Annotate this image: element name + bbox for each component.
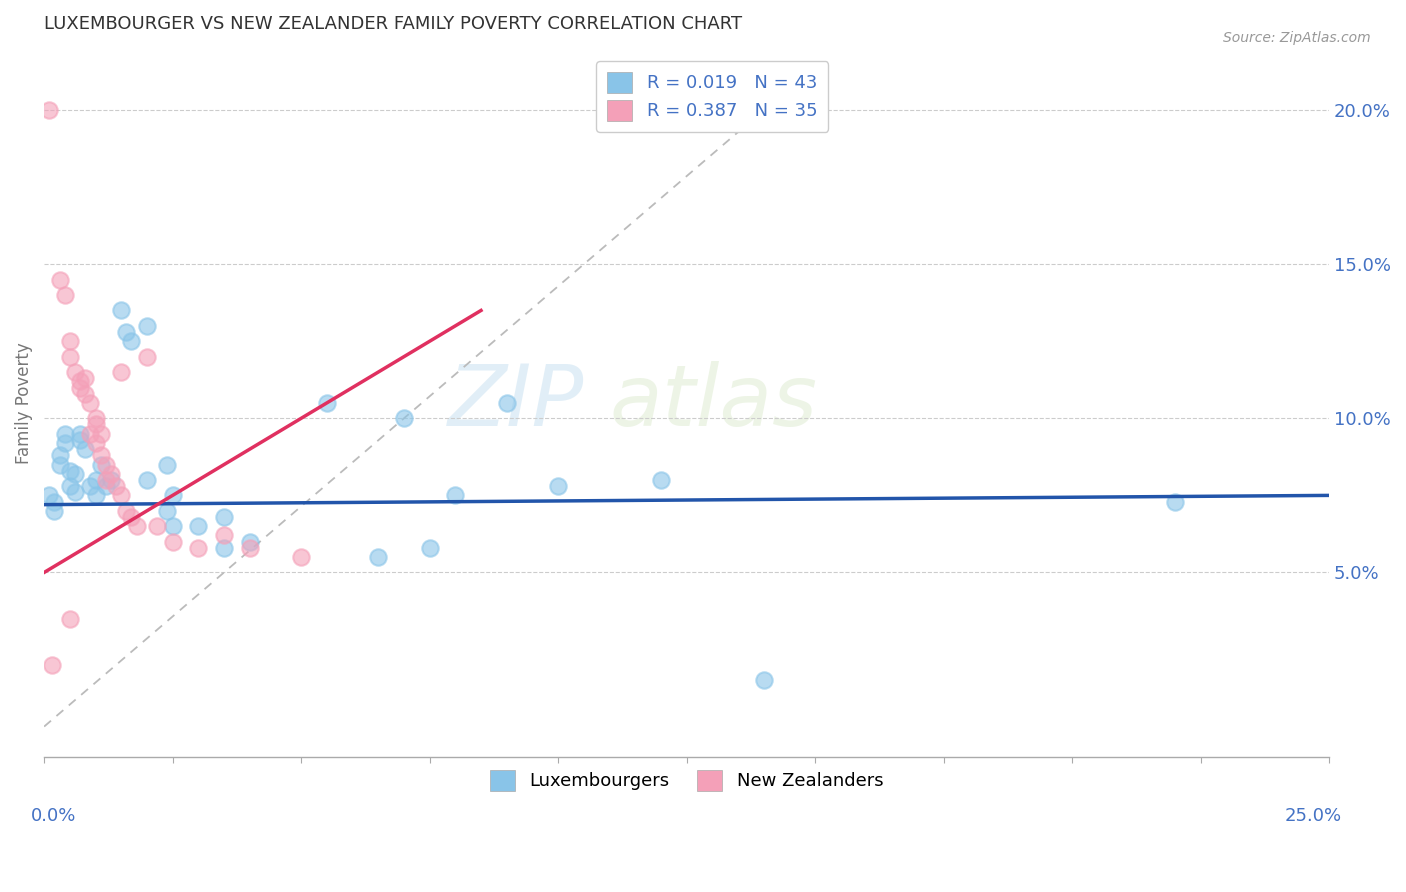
- Point: [135, 473, 157, 487]
- Point: [135, 350, 157, 364]
- Point: [84, 417, 107, 432]
- Point: [187, 541, 209, 555]
- Point: [63, 365, 86, 379]
- Point: [84, 411, 107, 425]
- Point: [63, 485, 86, 500]
- Point: [110, 303, 132, 318]
- Point: [38, 103, 60, 117]
- Point: [69, 433, 91, 447]
- Point: [79, 396, 101, 410]
- Point: [84, 488, 107, 502]
- Point: [444, 488, 467, 502]
- Point: [146, 519, 169, 533]
- Point: [115, 504, 138, 518]
- Point: [315, 396, 337, 410]
- Point: [48, 458, 70, 472]
- Point: [162, 488, 184, 502]
- Point: [752, 673, 775, 688]
- Point: [75, 371, 97, 385]
- Point: [135, 318, 157, 333]
- Point: [69, 380, 91, 394]
- Point: [100, 473, 122, 487]
- Point: [419, 541, 441, 555]
- Point: [239, 534, 262, 549]
- Point: [367, 549, 389, 564]
- Point: [69, 426, 91, 441]
- Text: ZIP: ZIP: [447, 361, 583, 444]
- Point: [121, 510, 143, 524]
- Point: [59, 612, 82, 626]
- Point: [495, 396, 517, 410]
- Point: [79, 479, 101, 493]
- Point: [84, 436, 107, 450]
- Point: [239, 541, 262, 555]
- Point: [121, 334, 143, 349]
- Point: [75, 386, 97, 401]
- Point: [59, 334, 82, 349]
- Point: [48, 272, 70, 286]
- Point: [162, 519, 184, 533]
- Y-axis label: Family Poverty: Family Poverty: [15, 342, 32, 464]
- Point: [48, 448, 70, 462]
- Point: [90, 426, 112, 441]
- Point: [110, 365, 132, 379]
- Point: [38, 488, 60, 502]
- Point: [84, 473, 107, 487]
- Point: [212, 541, 235, 555]
- Text: LUXEMBOURGER VS NEW ZEALANDER FAMILY POVERTY CORRELATION CHART: LUXEMBOURGER VS NEW ZEALANDER FAMILY POV…: [44, 15, 742, 33]
- Point: [100, 467, 122, 481]
- Point: [94, 473, 117, 487]
- Point: [75, 442, 97, 457]
- Point: [156, 458, 179, 472]
- Point: [125, 519, 148, 533]
- Point: [105, 479, 128, 493]
- Point: [547, 479, 569, 493]
- Point: [392, 411, 415, 425]
- Point: [79, 426, 101, 441]
- Point: [53, 436, 76, 450]
- Point: [53, 288, 76, 302]
- Point: [90, 448, 112, 462]
- Point: [650, 473, 672, 487]
- Point: [63, 467, 86, 481]
- Point: [53, 426, 76, 441]
- Point: [59, 350, 82, 364]
- Point: [44, 504, 66, 518]
- Legend: Luxembourgers, New Zealanders: Luxembourgers, New Zealanders: [482, 763, 890, 798]
- Point: [59, 464, 82, 478]
- Point: [110, 488, 132, 502]
- Text: 25.0%: 25.0%: [1285, 807, 1341, 825]
- Point: [69, 375, 91, 389]
- Point: [94, 479, 117, 493]
- Point: [90, 458, 112, 472]
- Point: [1164, 494, 1187, 508]
- Point: [94, 458, 117, 472]
- Point: [115, 325, 138, 339]
- Text: Source: ZipAtlas.com: Source: ZipAtlas.com: [1223, 31, 1371, 45]
- Point: [290, 549, 312, 564]
- Point: [41, 657, 63, 672]
- Point: [212, 528, 235, 542]
- Point: [156, 504, 179, 518]
- Point: [212, 510, 235, 524]
- Point: [59, 479, 82, 493]
- Text: 0.0%: 0.0%: [31, 807, 77, 825]
- Text: atlas: atlas: [610, 361, 817, 444]
- Point: [187, 519, 209, 533]
- Point: [162, 534, 184, 549]
- Point: [44, 494, 66, 508]
